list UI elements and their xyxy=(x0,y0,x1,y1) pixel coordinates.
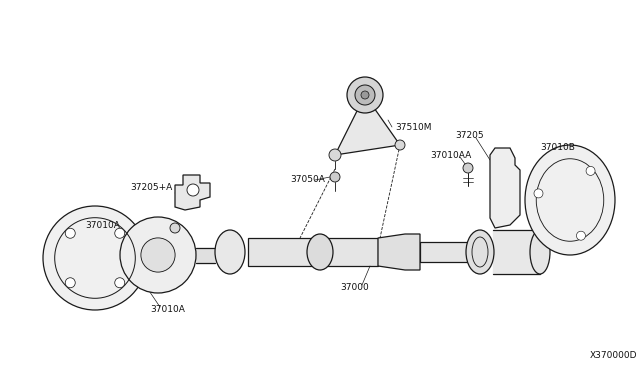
FancyBboxPatch shape xyxy=(248,238,378,266)
Text: 37010AA: 37010AA xyxy=(430,151,471,160)
Polygon shape xyxy=(335,95,400,155)
Circle shape xyxy=(115,278,125,288)
Text: 37205: 37205 xyxy=(455,131,484,140)
Text: 37000: 37000 xyxy=(340,283,369,292)
Circle shape xyxy=(463,163,473,173)
Circle shape xyxy=(65,278,76,288)
Circle shape xyxy=(355,85,375,105)
Ellipse shape xyxy=(525,145,615,255)
Text: 37205+A: 37205+A xyxy=(130,183,172,192)
Text: 37010A: 37010A xyxy=(150,305,185,314)
Circle shape xyxy=(170,223,180,233)
Ellipse shape xyxy=(530,230,550,274)
Circle shape xyxy=(329,149,341,161)
Circle shape xyxy=(361,91,369,99)
Circle shape xyxy=(330,172,340,182)
Circle shape xyxy=(534,189,543,198)
Circle shape xyxy=(577,231,586,240)
Text: 37510M: 37510M xyxy=(395,122,431,131)
Ellipse shape xyxy=(466,230,494,274)
Text: 37010B: 37010B xyxy=(540,144,575,153)
Polygon shape xyxy=(175,175,210,210)
Text: X370000D: X370000D xyxy=(590,350,637,359)
Ellipse shape xyxy=(141,238,175,272)
Ellipse shape xyxy=(187,184,199,196)
Circle shape xyxy=(115,228,125,238)
Circle shape xyxy=(347,77,383,113)
Text: 37010A: 37010A xyxy=(85,221,120,230)
FancyBboxPatch shape xyxy=(420,242,490,262)
Ellipse shape xyxy=(43,206,147,310)
Text: 37050A: 37050A xyxy=(290,176,325,185)
Circle shape xyxy=(395,140,405,150)
Circle shape xyxy=(586,166,595,175)
Polygon shape xyxy=(490,148,520,228)
Ellipse shape xyxy=(120,217,196,293)
Polygon shape xyxy=(378,234,420,270)
Ellipse shape xyxy=(215,230,245,274)
Ellipse shape xyxy=(307,234,333,270)
Circle shape xyxy=(65,228,76,238)
